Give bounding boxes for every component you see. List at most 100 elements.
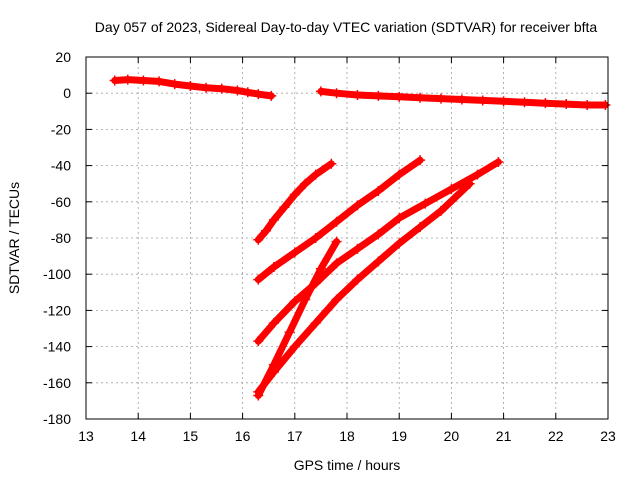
data-point [289, 189, 300, 200]
x-tick-label: 15 [183, 428, 199, 444]
data-point [242, 87, 253, 98]
data-points [109, 74, 611, 401]
data-point [261, 225, 272, 236]
data-point [300, 294, 311, 305]
data-point [201, 82, 212, 93]
data-point [279, 202, 290, 213]
data-point [420, 198, 431, 209]
data-point [268, 261, 279, 272]
data-point [435, 93, 446, 104]
data-point [253, 274, 264, 285]
x-tick-label: 20 [444, 428, 460, 444]
data-point [394, 169, 405, 180]
chart-title: Day 057 of 2023, Sidereal Day-to-day VTE… [95, 19, 598, 35]
data-point [373, 90, 384, 101]
data-point [315, 263, 326, 274]
y-tick-label: 0 [63, 85, 71, 101]
x-tick-label: 13 [78, 428, 94, 444]
series-2 [315, 86, 611, 110]
data-point [352, 243, 363, 254]
x-tick-labels: 13 14 15 16 17 18 19 20 21 22 23 [78, 428, 616, 444]
y-tick-label: 20 [55, 49, 71, 65]
axis-ticks [85, 56, 609, 420]
y-tick-labels: 20 0 -20 -40 -60 -80 -100 -120 -140 -160 -180 [43, 49, 71, 427]
y-tick-label: -40 [51, 158, 71, 174]
data-point [109, 75, 120, 86]
data-point [232, 85, 243, 96]
x-tick-label: 23 [600, 428, 616, 444]
data-point [394, 213, 405, 224]
y-tick-label: -20 [51, 121, 71, 137]
data-point [446, 184, 457, 195]
data-point [268, 366, 279, 377]
y-tick-label: -60 [51, 194, 71, 210]
y-tick-label: -180 [43, 411, 71, 427]
data-point [216, 83, 227, 94]
series-band [254, 160, 335, 244]
data-point [289, 296, 300, 307]
data-point [600, 99, 611, 110]
y-tick-label: -160 [43, 375, 71, 391]
series-3 [253, 158, 337, 245]
x-axis-label: GPS time / hours [294, 457, 401, 473]
data-point [268, 214, 279, 225]
data-point [268, 318, 279, 329]
data-point [477, 95, 488, 106]
data-point [310, 318, 321, 329]
series-7 [253, 178, 475, 397]
y-tick-label: -140 [43, 339, 71, 355]
x-tick-label: 17 [287, 428, 303, 444]
data-point [472, 169, 483, 180]
data-point [289, 341, 300, 352]
data-point [331, 236, 342, 247]
data-point [394, 91, 405, 102]
data-point [352, 200, 363, 211]
series-band [254, 180, 474, 396]
data-point [415, 155, 426, 166]
data-point [310, 169, 321, 180]
data-point [138, 75, 149, 86]
data-point [561, 99, 572, 110]
x-tick-label: 18 [339, 428, 355, 444]
x-tick-label: 16 [235, 428, 251, 444]
x-tick-label: 14 [130, 428, 146, 444]
data-point [310, 233, 321, 243]
y-tick-label: -120 [43, 302, 71, 318]
data-point [154, 76, 165, 87]
grid [86, 57, 608, 419]
data-point [373, 229, 384, 240]
data-point [352, 274, 363, 285]
data-point [331, 88, 342, 99]
data-point [253, 89, 264, 100]
data-point [394, 238, 405, 249]
data-point [326, 158, 337, 169]
data-point [331, 258, 342, 269]
data-point [169, 79, 180, 90]
data-point [493, 156, 504, 167]
data-point [253, 386, 264, 397]
x-tick-label: 22 [548, 428, 564, 444]
data-point [266, 90, 277, 101]
data-point [284, 327, 295, 338]
data-point [415, 92, 426, 103]
data-point [185, 80, 196, 91]
y-tick-label: -80 [51, 230, 71, 246]
data-point [253, 234, 264, 245]
x-tick-label: 21 [496, 428, 512, 444]
data-point [464, 178, 475, 189]
data-point [315, 86, 326, 97]
data-point [331, 216, 342, 227]
data-point [540, 98, 551, 109]
data-point [519, 97, 530, 108]
data-point [373, 185, 384, 196]
y-tick-label: -100 [43, 266, 71, 282]
data-point [253, 336, 264, 347]
data-point [373, 256, 384, 267]
data-point [331, 294, 342, 305]
series-5 [253, 156, 504, 347]
data-point [300, 178, 311, 189]
data-point [582, 99, 593, 110]
x-tick-label: 19 [391, 428, 407, 444]
data-point [456, 94, 467, 105]
